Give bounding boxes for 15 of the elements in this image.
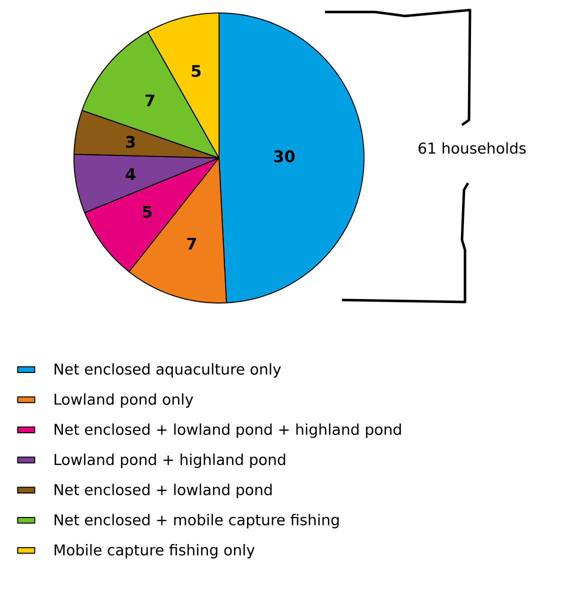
data-label: 7 — [145, 94, 154, 106]
data-label: 7 — [187, 238, 196, 250]
legend-label: Lowland pond + highland pond — [54, 454, 286, 468]
text: 61 households — [418, 142, 526, 154]
data-label: 5 — [142, 206, 152, 218]
legend-label: Mobile capture fishing only — [54, 544, 255, 558]
legend-label: Net enclosed aquaculture only — [54, 363, 281, 378]
data-label: 3 — [126, 136, 135, 148]
data-label: 4 — [126, 168, 136, 180]
legend-label: Lowland pond only — [54, 393, 194, 408]
legend-label: Net enclosed + lowland pond + highland pond — [54, 423, 401, 438]
data-label: 5 — [192, 65, 201, 77]
legend-label: Net enclosed + lowland pond — [54, 484, 272, 498]
data-label: 30 — [274, 150, 295, 162]
legend-label: Net enclosed + mobile capture fishing — [54, 514, 339, 528]
